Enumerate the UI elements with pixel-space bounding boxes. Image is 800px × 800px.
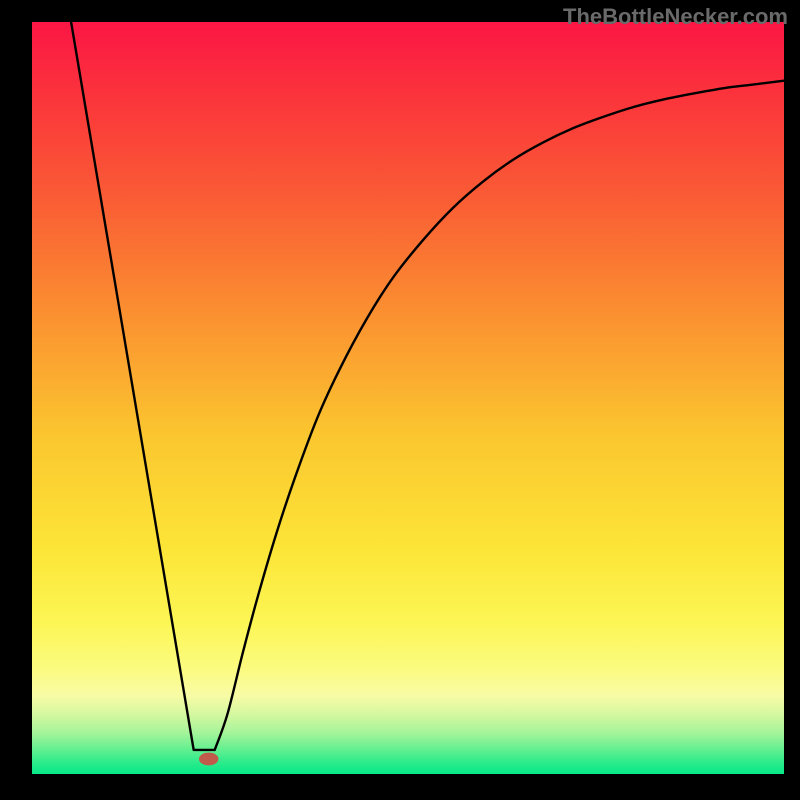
plot-area xyxy=(32,22,784,774)
optimal-marker xyxy=(199,753,219,766)
chart-svg xyxy=(32,22,784,774)
gradient-background xyxy=(32,22,784,774)
chart-container: TheBottleNecker.com xyxy=(0,0,800,800)
watermark-label: TheBottleNecker.com xyxy=(563,4,788,30)
